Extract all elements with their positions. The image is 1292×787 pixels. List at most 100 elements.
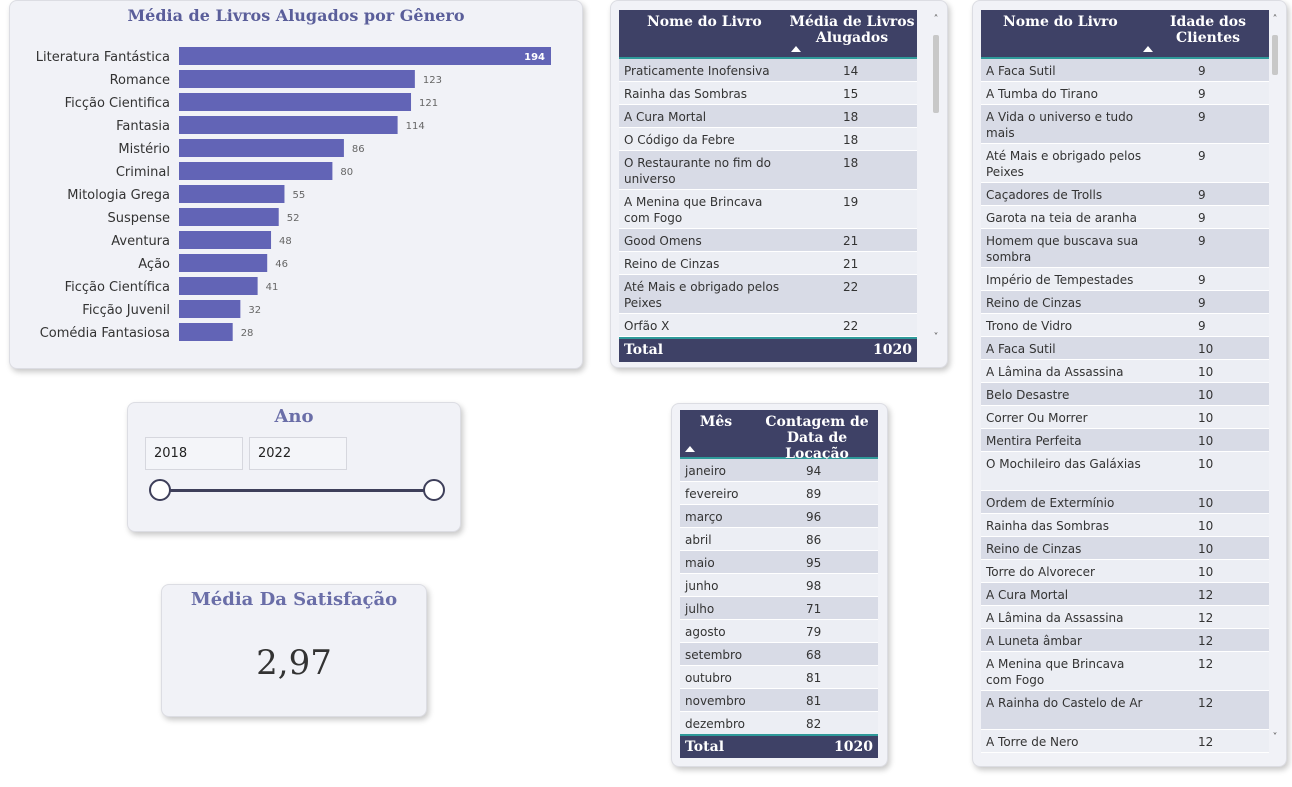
table-row[interactable]: O Restaurante no fim do universo 18 <box>619 151 917 190</box>
table-row[interactable]: A Lâmina da Assassina 10 <box>981 360 1269 383</box>
table-row[interactable]: Reino de Cinzas 10 <box>981 537 1269 560</box>
column-header-average-rentals[interactable]: Média de Livros Alugados <box>789 14 915 46</box>
table-row[interactable]: Reino de Cinzas 9 <box>981 291 1269 314</box>
table-row[interactable]: Ordem de Extermínio 10 <box>981 491 1269 514</box>
table-row[interactable]: A Menina que Brincava com Fogo 19 <box>619 190 917 229</box>
bar[interactable] <box>179 323 233 341</box>
cell-name: A Cura Mortal <box>624 110 707 124</box>
table-row[interactable]: agosto 79 <box>680 620 878 643</box>
table-row[interactable]: A Luneta âmbar 12 <box>981 629 1269 652</box>
table-row[interactable]: A Menina que Brincava com Fogo 12 <box>981 652 1269 691</box>
table-row[interactable]: A Tumba do Tirano 9 <box>981 82 1269 105</box>
table-row[interactable]: Orfão X 22 <box>619 314 917 337</box>
table-row[interactable]: abril 86 <box>680 528 878 551</box>
table-row[interactable]: A Faca Sutil 10 <box>981 337 1269 360</box>
cell-name: abril <box>685 533 712 547</box>
data-label: 32 <box>248 305 261 316</box>
bar[interactable] <box>179 300 241 318</box>
scroll-up-icon[interactable]: ˄ <box>933 14 939 25</box>
table-row[interactable]: dezembro 82 <box>680 712 878 735</box>
bar[interactable] <box>179 231 272 249</box>
scroll-thumb[interactable] <box>933 35 939 113</box>
bar[interactable] <box>179 47 551 65</box>
table-row[interactable]: Império de Tempestades 9 <box>981 268 1269 291</box>
cell-name: Até Mais e obrigado pelos Peixes <box>624 280 780 310</box>
table-row[interactable]: A Cura Mortal 12 <box>981 583 1269 606</box>
table-row[interactable]: Good Omens 21 <box>619 229 917 252</box>
sort-ascending-icon[interactable] <box>1143 46 1153 52</box>
slider-end-handle[interactable] <box>423 479 445 501</box>
cell-name: Trono de Vidro <box>986 319 1073 333</box>
cell-name: O Restaurante no fim do universo <box>624 156 771 186</box>
cell-value: 9 <box>1198 273 1206 287</box>
table-row[interactable]: Até Mais e obrigado pelos Peixes 9 <box>981 144 1269 183</box>
table-row[interactable]: A Lâmina da Assassina 12 <box>981 606 1269 629</box>
table-scrollbar[interactable]: ˄ ˅ <box>931 15 941 345</box>
table-row[interactable]: Homem que buscava sua sombra 9 <box>981 229 1269 268</box>
cell-value: 10 <box>1198 411 1214 425</box>
table-row[interactable]: A Rainha do Castelo de Ar 12 <box>981 691 1269 730</box>
cell-name: Reino de Cinzas <box>986 542 1082 556</box>
table-row[interactable]: Mentira Perfeita 10 <box>981 429 1269 452</box>
cell-name: A Tumba do Tirano <box>986 87 1098 101</box>
table-row[interactable]: julho 71 <box>680 597 878 620</box>
bar[interactable] <box>179 277 258 295</box>
end-year-input[interactable]: 2022 <box>249 437 347 470</box>
scroll-down-icon[interactable]: ˅ <box>1272 732 1278 743</box>
column-header-month[interactable]: Mês <box>699 414 733 430</box>
table-row[interactable]: junho 98 <box>680 574 878 597</box>
table-row[interactable]: A Faca Sutil 9 <box>981 59 1269 82</box>
sort-ascending-icon[interactable] <box>685 446 695 452</box>
table-row[interactable]: Rainha das Sombras 15 <box>619 82 917 105</box>
table-row[interactable]: Belo Desastre 10 <box>981 383 1269 406</box>
table-row[interactable]: A Vida o universo e tudo mais 9 <box>981 105 1269 144</box>
bar[interactable] <box>179 185 285 203</box>
category-label: Literatura Fantástica <box>36 50 170 65</box>
table-row[interactable]: Até Mais e obrigado pelos Peixes 22 <box>619 275 917 314</box>
table-row[interactable]: Garota na teia de aranha 9 <box>981 206 1269 229</box>
total-label: Total <box>685 739 725 755</box>
column-header-rental-count[interactable]: Contagem de Data de Locação <box>765 414 869 462</box>
table-row[interactable]: Praticamente Inofensiva 14 <box>619 59 917 82</box>
table-row[interactable]: setembro 68 <box>680 643 878 666</box>
chart-title: Média de Livros Alugados por Gênero <box>127 6 465 25</box>
table-row[interactable]: A Torre de Nero 12 <box>981 730 1269 753</box>
bar[interactable] <box>179 208 279 226</box>
column-header-customer-age[interactable]: Idade dos Clientes <box>1170 14 1246 46</box>
table-row[interactable]: outubro 81 <box>680 666 878 689</box>
slider-start-handle[interactable] <box>149 479 171 501</box>
table-row[interactable]: Reino de Cinzas 21 <box>619 252 917 275</box>
table-row[interactable]: maio 95 <box>680 551 878 574</box>
table-row[interactable]: março 96 <box>680 505 878 528</box>
table-row[interactable]: Trono de Vidro 9 <box>981 314 1269 337</box>
cell-value: 9 <box>1198 211 1206 225</box>
sort-ascending-icon[interactable] <box>791 46 801 52</box>
scroll-down-icon[interactable]: ˅ <box>933 332 939 343</box>
bar[interactable] <box>179 139 344 157</box>
bar[interactable] <box>179 162 333 180</box>
bar[interactable] <box>179 70 415 88</box>
table-row[interactable]: Correr Ou Morrer 10 <box>981 406 1269 429</box>
table-scrollbar[interactable]: ˄ ˅ <box>1270 15 1280 745</box>
column-header-book-name[interactable]: Nome do Livro <box>1003 14 1118 30</box>
bar[interactable] <box>179 93 412 111</box>
table-row[interactable]: Caçadores de Trolls 9 <box>981 183 1269 206</box>
category-label: Mistério <box>118 142 170 157</box>
table-row[interactable]: O Mochileiro das Galáxias 10 <box>981 452 1269 491</box>
slicer-title: Ano <box>274 406 314 427</box>
start-year-input[interactable]: 2018 <box>145 437 243 470</box>
table-row[interactable]: Torre do Alvorecer 10 <box>981 560 1269 583</box>
column-header-book-name[interactable]: Nome do Livro <box>647 14 762 30</box>
slider-track[interactable] <box>160 489 435 492</box>
table-row[interactable]: novembro 81 <box>680 689 878 712</box>
cell-value: 9 <box>1198 149 1206 163</box>
table-row[interactable]: O Código da Febre 18 <box>619 128 917 151</box>
scroll-thumb[interactable] <box>1272 35 1278 75</box>
table-row[interactable]: A Cura Mortal 18 <box>619 105 917 128</box>
table-row[interactable]: janeiro 94 <box>680 459 878 482</box>
bar[interactable] <box>179 254 268 272</box>
table-row[interactable]: fevereiro 89 <box>680 482 878 505</box>
bar[interactable] <box>179 116 398 134</box>
scroll-up-icon[interactable]: ˄ <box>1272 14 1278 25</box>
table-row[interactable]: Rainha das Sombras 10 <box>981 514 1269 537</box>
